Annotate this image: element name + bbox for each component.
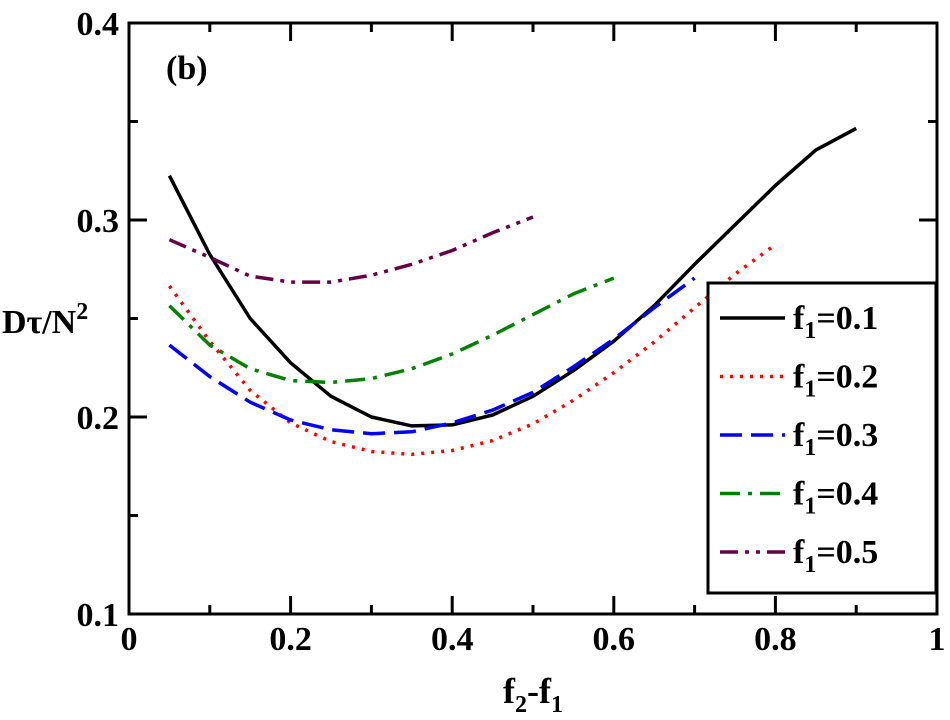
x-axis-title-sub2: 1 <box>551 692 563 718</box>
x-tick-label: 0.8 <box>754 621 797 658</box>
legend: f1=0.1 f1=0.2 f1=0.3 f1=0.4 f1=0.5 <box>706 281 938 595</box>
y-tick-label: 0.3 <box>77 203 120 240</box>
x-tick-labels: 0 0.2 0.4 0.6 0.8 1 <box>121 621 946 658</box>
y-tick-labels: 0.1 0.2 0.3 0.4 <box>77 6 120 634</box>
x-tick-label: 0.2 <box>269 621 312 658</box>
x-tick-label: 1 <box>929 621 946 658</box>
y-axis-title: Dτ/N2 <box>2 299 88 341</box>
legend-label-4: f1=0.4 <box>793 476 878 520</box>
x-tick-label: 0.4 <box>431 621 474 658</box>
legend-label-5: f1=0.5 <box>793 534 878 578</box>
y-axis-title-sup: 2 <box>76 299 88 325</box>
series-line-5 <box>168 215 534 284</box>
x-axis-title-main: f <box>503 671 516 711</box>
y-tick-label: 0.2 <box>77 400 120 437</box>
panel-label: (b) <box>166 50 208 87</box>
series-line-1 <box>167 126 858 428</box>
legend-label-1: f1=0.1 <box>793 300 878 344</box>
series-line-2 <box>167 243 777 457</box>
x-axis-title-mid: -f <box>527 671 552 711</box>
legend-label-2: f1=0.2 <box>793 359 878 403</box>
legend-label-3: f1=0.3 <box>793 417 878 461</box>
legend-items: f1=0.1 f1=0.2 f1=0.3 f1=0.4 f1=0.5 <box>720 300 878 578</box>
x-tick-label: 0 <box>121 621 138 658</box>
y-axis-title-main: Dτ/N <box>2 304 77 341</box>
y-tick-label: 0.1 <box>77 597 120 634</box>
x-axis-title: f2-f1 <box>503 671 563 718</box>
legend-box <box>706 281 938 595</box>
y-tick-label: 0.4 <box>77 6 120 43</box>
x-axis-title-sub1: 2 <box>515 692 527 718</box>
x-tick-label: 0.6 <box>593 621 636 658</box>
series-line-4 <box>168 276 615 385</box>
series-layer <box>167 126 858 457</box>
series-line-3 <box>168 276 696 436</box>
